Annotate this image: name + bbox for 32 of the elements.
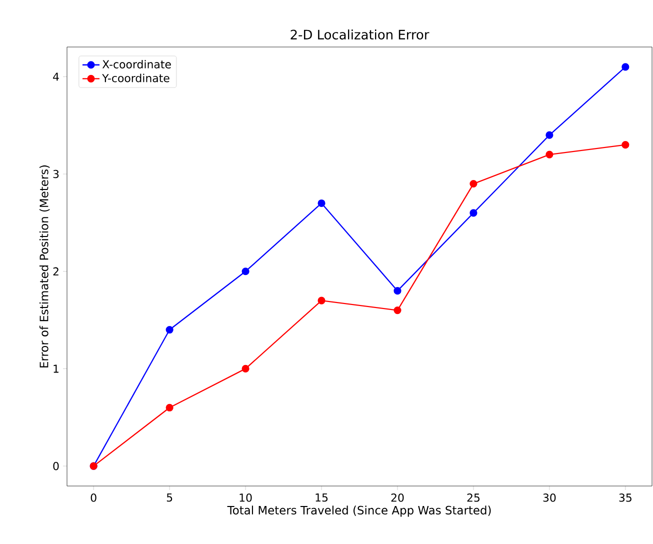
y-tick-label: 4 [53,72,59,81]
point [318,296,326,304]
y-tick-label: 1 [54,364,58,373]
x-tick-label: 15 [316,494,328,502]
legend-label: X-coordinate [102,60,171,68]
point [318,199,326,208]
point [470,180,478,188]
point [394,287,402,295]
x-tick-label: 30 [543,494,556,502]
x-tick-label: 5 [166,494,172,502]
legend-label: Y-coordinate [102,74,170,82]
y-tick-label: 2 [53,267,58,276]
point [546,150,554,158]
x-tick-label: 10 [240,494,252,502]
point [622,141,630,149]
x-tick-label: 35 [619,494,632,502]
x-axis-title: Total Meters Traveled (Since App Was Started) [227,506,491,517]
point [470,209,478,217]
point [394,306,402,314]
y-tick-label: 3 [53,170,59,178]
y-axis-title: Error of Estimated Position (Meters) [39,165,50,368]
x-tick-label: 20 [391,494,404,502]
point [166,326,174,334]
x-tick-label: 25 [467,494,480,502]
y-tick-label: 0 [53,462,59,470]
point [622,63,630,71]
x-tick-label: 0 [90,494,96,502]
point [166,404,174,412]
chart-title: 2-D Localization Error [290,29,430,40]
point [242,364,250,372]
point [546,131,554,139]
point [242,268,250,276]
